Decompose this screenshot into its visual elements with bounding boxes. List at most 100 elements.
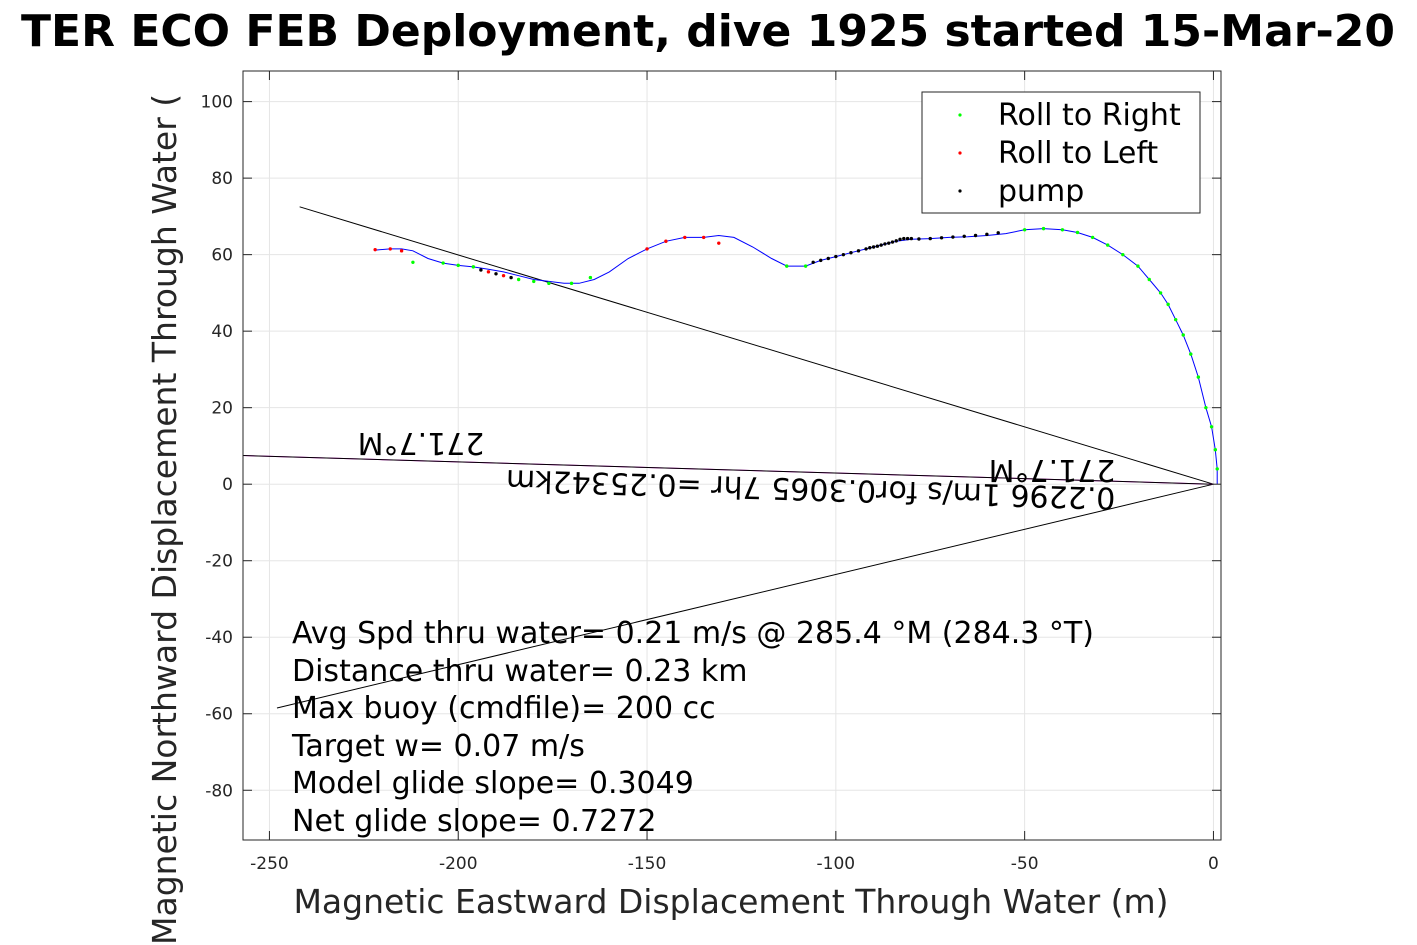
point-pump — [928, 236, 932, 241]
point-pump — [494, 272, 498, 276]
y-tick-label: 20 — [211, 399, 233, 419]
legend-label: pump — [998, 174, 1084, 209]
point-pump — [902, 236, 906, 241]
legend-marker-roll-right — [958, 113, 962, 117]
point-roll-to-left — [664, 239, 668, 243]
point-pump — [811, 260, 815, 264]
legend-box — [921, 91, 1201, 214]
heading-label-right: 271.7°M — [989, 452, 1116, 487]
point-roll-to-right — [1181, 333, 1185, 337]
y-tick-label: -60 — [205, 705, 233, 725]
point-roll-to-left — [701, 235, 706, 240]
point-pump — [864, 247, 868, 251]
point-roll-to-right — [1158, 291, 1163, 295]
point-roll-to-right — [1075, 230, 1080, 235]
point-roll-to-right — [785, 264, 789, 268]
point-roll-to-right — [1090, 235, 1095, 240]
point-pump — [883, 242, 887, 246]
point-pump — [868, 246, 872, 250]
stat-line: Model glide slope= 0.3049 — [292, 766, 694, 801]
legend-marker-pump — [958, 189, 962, 193]
point-roll-to-right — [456, 263, 460, 268]
y-tick-label: 0 — [222, 475, 233, 495]
point-pump — [856, 249, 861, 253]
point-roll-to-right — [532, 279, 536, 284]
point-roll-to-right — [588, 275, 593, 280]
y-tick-label: 60 — [211, 246, 233, 266]
point-pump — [819, 258, 823, 263]
point-pump — [875, 244, 880, 248]
point-pump — [834, 254, 838, 259]
stat-line: Avg Spd thru water= 0.21 m/s @ 285.4 °M … — [292, 616, 1094, 651]
reference-lines — [242, 206, 1214, 709]
point-roll-to-left — [683, 235, 687, 240]
y-tick-label: -20 — [205, 552, 233, 572]
legend-marker-roll-left — [958, 151, 962, 155]
legend-label: Roll to Left — [998, 136, 1158, 171]
x-tick-label: -150 — [628, 854, 667, 874]
y-tick-label: 80 — [211, 169, 233, 189]
point-roll-to-right — [1060, 228, 1065, 232]
point-roll-to-left — [645, 247, 649, 251]
stats-block: Avg Spd thru water= 0.21 m/s @ 285.4 °M … — [291, 616, 1094, 839]
y-tick-label: 100 — [201, 93, 233, 113]
point-roll-to-right — [1166, 302, 1170, 307]
chart-title: TER ECO FEB Deployment, dive 1925 starte… — [21, 6, 1395, 57]
point-roll-to-left — [486, 270, 491, 274]
x-tick-label: -100 — [817, 854, 856, 874]
point-roll-to-right — [1173, 317, 1178, 322]
point-roll-to-right — [1189, 352, 1193, 356]
reference-line — [242, 455, 1214, 485]
stat-line: Net glide slope= 0.7272 — [292, 804, 656, 839]
point-pump — [849, 251, 853, 255]
point-pump — [951, 235, 955, 239]
point-roll-to-right — [569, 281, 574, 286]
point-roll-to-right — [1196, 375, 1201, 379]
point-roll-to-right — [1209, 425, 1214, 429]
point-roll-to-right — [1213, 448, 1218, 452]
point-roll-to-right — [441, 261, 445, 265]
point-roll-to-right — [547, 281, 551, 286]
point-pump — [509, 275, 513, 280]
point-roll-to-right — [1041, 226, 1046, 231]
point-pump — [871, 245, 876, 249]
x-axis-label: Magnetic Eastward Displacement Through W… — [293, 882, 1168, 921]
reference-line — [276, 483, 1214, 709]
point-pump — [909, 236, 914, 241]
point-pump — [887, 241, 891, 245]
point-pump — [905, 236, 910, 241]
point-roll-to-right — [803, 264, 808, 268]
point-roll-to-right — [1136, 264, 1140, 268]
point-roll-to-left — [717, 241, 721, 245]
point-pump — [917, 237, 921, 241]
point-pump — [973, 233, 978, 238]
x-tick-label: -200 — [439, 854, 478, 874]
legend-label: Roll to Right — [998, 98, 1181, 133]
point-pump — [985, 232, 989, 237]
point-pump — [841, 252, 846, 257]
heading-label-left: 271.7°M — [358, 425, 485, 460]
point-roll-to-right — [1204, 405, 1208, 410]
y-tick-label: -40 — [205, 628, 233, 648]
plot-frame — [242, 70, 1222, 841]
point-roll-to-left — [399, 249, 404, 253]
point-pump — [996, 231, 1000, 235]
axis-ticks: -250 -200 -150 -100 -50 0-80-60-40-2002040608… — [201, 71, 1221, 874]
point-pump — [479, 268, 483, 272]
point-roll-to-left — [388, 247, 392, 251]
point-pump — [894, 239, 898, 243]
point-pump — [898, 237, 902, 242]
point-pump — [879, 243, 883, 247]
y-tick-label: -80 — [205, 781, 233, 801]
reference-line — [299, 206, 1214, 485]
x-tick-label: -50 — [1011, 854, 1039, 874]
point-roll-to-right — [516, 277, 521, 282]
point-roll-to-left — [373, 247, 377, 252]
point-roll-to-right — [471, 265, 476, 269]
x-tick-label: 0 — [1208, 854, 1219, 874]
point-pump — [890, 240, 895, 244]
point-pump — [962, 234, 966, 238]
point-roll-to-right — [1022, 228, 1027, 232]
point-roll-to-right — [1147, 277, 1151, 282]
